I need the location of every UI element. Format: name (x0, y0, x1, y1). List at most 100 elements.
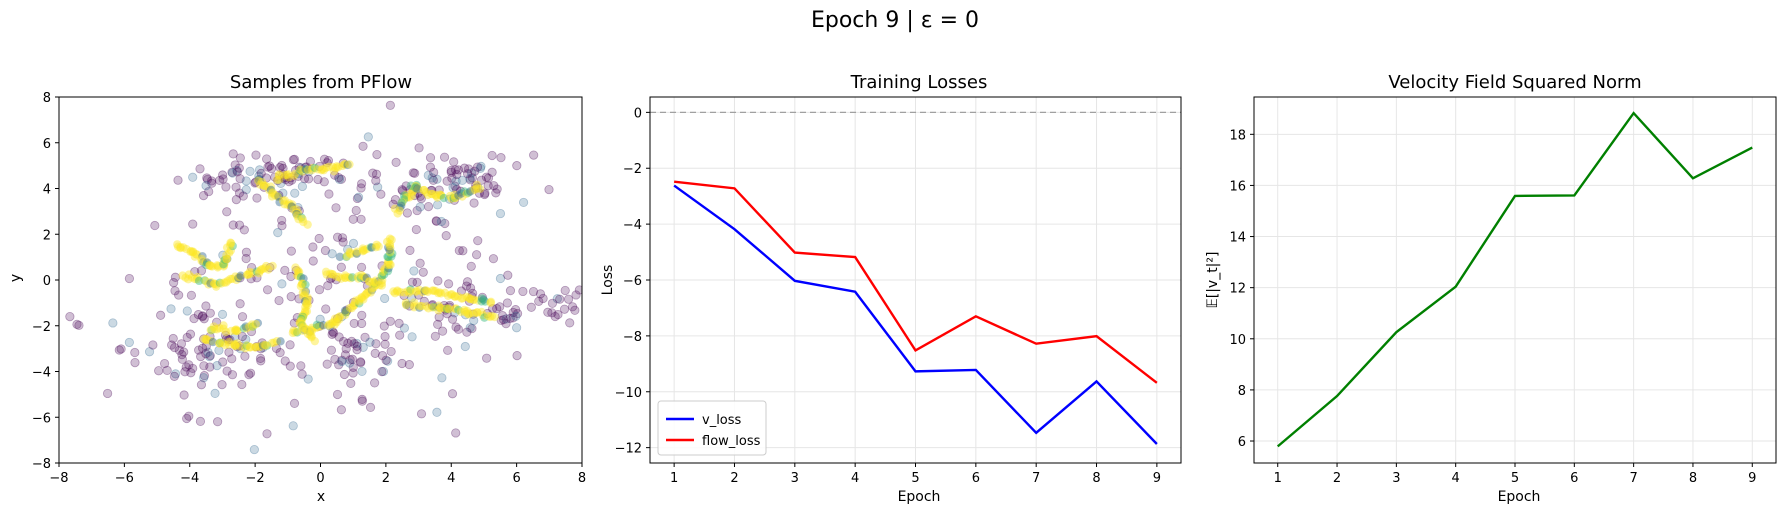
scatter-point (365, 402, 376, 413)
scatter-point (303, 329, 313, 339)
scatter-point (422, 188, 431, 197)
scatter-point (341, 273, 350, 282)
scatter-point (266, 185, 276, 195)
scatter-point (423, 287, 432, 297)
scatter-point (437, 373, 447, 383)
scatter-point (464, 164, 474, 174)
scatter-point (274, 170, 284, 179)
scatter-point (281, 174, 291, 185)
scatter-point (254, 171, 264, 181)
scatter-point (398, 198, 407, 207)
scatter-point (274, 175, 284, 184)
scatter-point (280, 356, 290, 366)
scatter-point (199, 314, 209, 324)
scatter-point (352, 249, 361, 258)
scatter-point (444, 279, 454, 289)
series-layer (650, 111, 1181, 445)
scatter-point (321, 267, 331, 277)
scatter-point (464, 293, 473, 302)
scatter-point (415, 202, 425, 212)
scatter-point (377, 271, 386, 281)
scatter-point (351, 249, 361, 258)
scatter-point (156, 310, 166, 320)
scatter-point (434, 301, 443, 310)
scatter-point (282, 170, 292, 180)
scatter-point (234, 341, 245, 351)
scatter-point (207, 178, 217, 188)
scatter-point (439, 152, 450, 162)
scatter-point (250, 178, 260, 188)
scatter-point (150, 220, 160, 231)
scatter-point (214, 345, 224, 355)
scatter-point (330, 317, 340, 326)
scatter-point (450, 165, 461, 175)
scatter-point (407, 187, 417, 197)
scatter-point (439, 193, 449, 203)
scatter-point (221, 278, 231, 287)
scatter-point (168, 333, 178, 344)
scatter-point (273, 192, 282, 201)
scatter-point (196, 266, 207, 276)
scatter-point (366, 243, 376, 252)
x-tick-label: 2 (1333, 471, 1341, 486)
scatter-point (217, 380, 227, 390)
scatter-point (387, 252, 396, 261)
scatter-point (296, 166, 305, 175)
scatter-point (347, 303, 356, 313)
scatter-point (459, 163, 470, 173)
scatter-point (278, 169, 288, 180)
scatter-point (417, 301, 426, 311)
scatter-point (415, 301, 425, 311)
scatter-point (169, 371, 179, 381)
scatter-point (404, 360, 414, 370)
scatter-point (330, 314, 340, 323)
scatter-point (300, 162, 310, 172)
y-tick-label: −8 (623, 330, 642, 345)
scatter-point (406, 181, 416, 190)
scatter-point (324, 321, 333, 330)
figure-suptitle: Epoch 9 | ε = 0 (811, 8, 979, 33)
scatter-point (340, 350, 351, 360)
scatter-point (222, 254, 231, 264)
scatter-point (477, 297, 486, 306)
scatter-point (199, 258, 208, 267)
scatter-point (184, 411, 194, 421)
scatter-point (340, 271, 350, 280)
scatter-point (372, 149, 382, 160)
scatter-point (402, 193, 411, 202)
panel-training-losses: Training Losses 1 2 3 4 5 6 7 8 9 0 −2 −4 −6 −8 −10 −12… (600, 72, 1182, 505)
scatter-point (433, 288, 443, 298)
scatter-point (388, 249, 397, 258)
scatter-point (449, 193, 458, 202)
scatter-point (328, 327, 338, 337)
scatter-point (304, 295, 314, 305)
scatter-point (144, 347, 155, 357)
scatter-point (324, 189, 334, 199)
scatter-point (428, 175, 438, 185)
scatter-point (351, 296, 360, 305)
scatter-point (328, 270, 338, 279)
scatter-point (390, 289, 400, 298)
scatter-point (308, 242, 318, 252)
scatter-point (390, 204, 400, 213)
scatter-point (414, 290, 424, 300)
scatter-point (202, 258, 212, 267)
scatter-point (617, 192, 625, 200)
scatter-point (404, 288, 414, 297)
scatter-point (412, 286, 421, 296)
scatter-point (450, 190, 459, 200)
scatter-point (397, 201, 406, 211)
scatter-point (307, 325, 316, 334)
scatter-point (238, 191, 248, 201)
scatter-point (298, 312, 308, 322)
scatter-point (224, 347, 234, 357)
y-tick-label: 6 (1238, 435, 1246, 450)
scatter-point (396, 288, 405, 297)
x-tick-label: 3 (791, 471, 799, 486)
scatter-point (433, 193, 442, 202)
scatter-point (273, 175, 283, 186)
scatter-point (570, 305, 580, 315)
scatter-point (293, 266, 303, 275)
scatter-point (220, 278, 229, 287)
